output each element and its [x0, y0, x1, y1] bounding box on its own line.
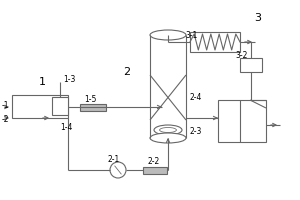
Text: 2-1: 2-1 [108, 156, 120, 164]
Text: 1: 1 [38, 77, 46, 87]
Text: 3-1: 3-1 [185, 30, 197, 40]
Text: 2-2: 2-2 [148, 158, 160, 166]
Bar [12, 95, 68, 118]
Bar [218, 100, 266, 142]
Text: 1-3: 1-3 [63, 75, 75, 84]
Bar [52, 97, 68, 115]
Bar [80, 104, 106, 110]
Text: 2-4: 2-4 [190, 92, 203, 102]
Text: 3: 3 [254, 13, 262, 23]
Bar [240, 58, 262, 72]
Text: 3-2: 3-2 [235, 50, 247, 60]
Ellipse shape [150, 30, 186, 40]
Text: 1-4: 1-4 [60, 122, 72, 132]
Bar [190, 32, 240, 52]
Text: -2: -2 [2, 116, 10, 124]
Bar [143, 166, 167, 173]
Text: 2-3: 2-3 [190, 128, 203, 136]
Text: -1: -1 [2, 100, 10, 110]
Text: 2: 2 [123, 67, 130, 77]
Ellipse shape [154, 125, 182, 135]
Text: 1-5: 1-5 [84, 96, 96, 104]
Ellipse shape [150, 133, 186, 143]
